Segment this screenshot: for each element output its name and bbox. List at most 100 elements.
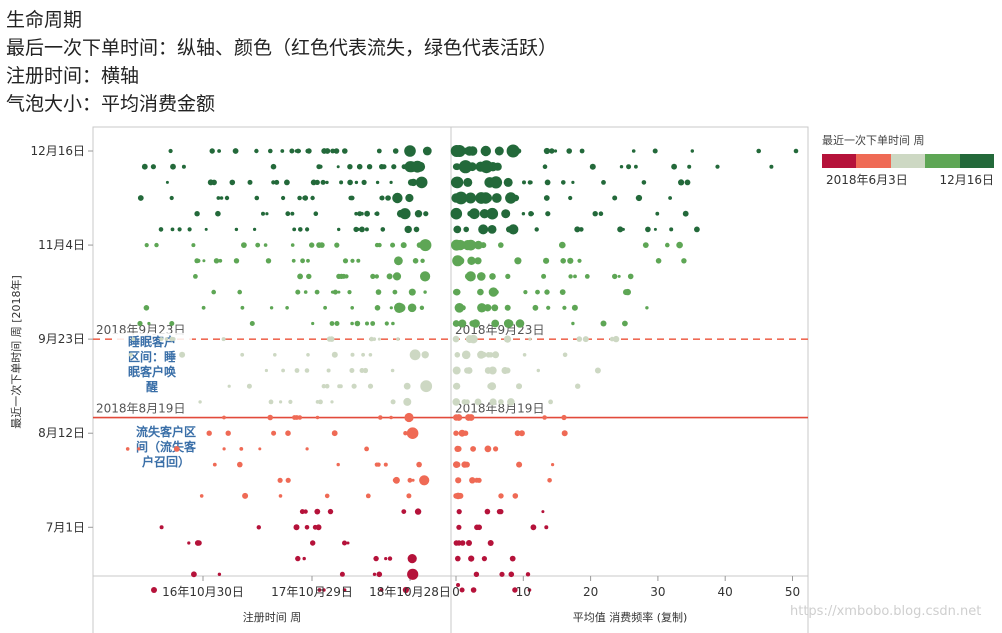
data-point bbox=[454, 147, 462, 155]
data-point bbox=[392, 272, 402, 281]
data-point bbox=[332, 289, 338, 295]
data-point bbox=[458, 430, 464, 436]
data-point bbox=[457, 492, 464, 499]
data-point bbox=[655, 211, 660, 216]
data-point bbox=[452, 255, 464, 267]
data-point bbox=[468, 555, 475, 562]
legend-min-label: 2018年6月3日 bbox=[826, 173, 908, 187]
data-point bbox=[326, 336, 333, 342]
data-point bbox=[270, 163, 277, 170]
data-point bbox=[493, 162, 502, 171]
data-point bbox=[364, 227, 369, 232]
data-point bbox=[240, 305, 245, 310]
y-tick-label: 7月1日 bbox=[46, 520, 85, 534]
data-point bbox=[313, 211, 319, 216]
legend-swatch bbox=[959, 154, 995, 168]
data-point bbox=[509, 555, 516, 562]
data-point bbox=[516, 461, 523, 468]
data-point bbox=[416, 242, 423, 248]
data-point bbox=[314, 179, 320, 185]
data-point bbox=[351, 383, 357, 389]
data-point bbox=[191, 243, 196, 248]
data-point bbox=[531, 212, 534, 216]
data-point bbox=[484, 508, 491, 515]
data-point bbox=[451, 177, 461, 187]
reference-line-label: 2018年9月23日 bbox=[455, 323, 544, 337]
data-point bbox=[331, 290, 335, 294]
data-point bbox=[342, 148, 348, 154]
data-point bbox=[512, 587, 518, 593]
data-point bbox=[294, 368, 300, 373]
data-point bbox=[330, 400, 334, 404]
x-tick-label: 20 bbox=[583, 585, 598, 599]
data-point bbox=[465, 271, 476, 282]
data-point bbox=[315, 415, 320, 420]
data-point bbox=[454, 352, 461, 358]
data-point bbox=[452, 398, 461, 406]
data-point bbox=[172, 337, 176, 341]
data-point bbox=[514, 257, 522, 265]
data-point bbox=[312, 524, 318, 530]
data-point bbox=[420, 380, 433, 393]
data-point bbox=[294, 415, 300, 420]
data-point bbox=[297, 149, 302, 153]
data-point bbox=[512, 194, 520, 202]
x-tick-label: 10 bbox=[516, 585, 531, 599]
data-point bbox=[361, 352, 365, 357]
data-point bbox=[453, 193, 462, 203]
data-point bbox=[384, 557, 388, 561]
data-point bbox=[227, 384, 231, 388]
data-point bbox=[542, 164, 548, 169]
data-point bbox=[571, 180, 575, 184]
data-point bbox=[756, 148, 761, 154]
data-point bbox=[392, 289, 398, 295]
data-point bbox=[541, 510, 545, 514]
data-point bbox=[350, 258, 355, 263]
data-point bbox=[379, 164, 385, 170]
data-point bbox=[314, 508, 321, 515]
data-point bbox=[237, 289, 242, 295]
data-point bbox=[454, 191, 468, 205]
data-point bbox=[471, 319, 480, 328]
data-point bbox=[225, 430, 231, 436]
data-point bbox=[241, 242, 247, 249]
data-point bbox=[173, 446, 180, 452]
data-point bbox=[579, 148, 585, 154]
data-point bbox=[374, 274, 379, 279]
data-point bbox=[454, 303, 465, 313]
data-point bbox=[299, 509, 305, 515]
data-point bbox=[549, 148, 555, 154]
data-point bbox=[459, 587, 465, 593]
data-point bbox=[452, 366, 461, 375]
data-point bbox=[268, 148, 273, 154]
data-point bbox=[600, 320, 607, 327]
data-point bbox=[470, 273, 476, 279]
data-point bbox=[634, 164, 638, 169]
data-point bbox=[285, 306, 289, 310]
data-point bbox=[453, 540, 460, 546]
data-point bbox=[378, 415, 383, 420]
data-point bbox=[480, 242, 487, 249]
data-point bbox=[528, 337, 532, 341]
data-point bbox=[413, 226, 420, 233]
data-point bbox=[279, 400, 283, 404]
data-point bbox=[488, 366, 497, 375]
data-point bbox=[467, 162, 477, 172]
data-point bbox=[268, 399, 274, 405]
data-point bbox=[612, 335, 620, 343]
data-point bbox=[330, 290, 334, 294]
data-point bbox=[291, 258, 296, 263]
data-point bbox=[315, 524, 322, 531]
data-point bbox=[154, 242, 159, 248]
data-point bbox=[544, 525, 549, 530]
data-point bbox=[622, 320, 628, 327]
color-legend[interactable]: 最近一次下单时间 周 2018年6月3日 12月16日 bbox=[822, 132, 998, 187]
data-point bbox=[690, 149, 694, 153]
data-point bbox=[267, 414, 274, 421]
data-point bbox=[370, 321, 376, 326]
note-y-color: 最后一次下单时间：纵轴、颜色（红色代表流失，绿色代表活跃） bbox=[6, 37, 558, 59]
data-point bbox=[374, 211, 380, 216]
data-point bbox=[379, 195, 385, 201]
data-point bbox=[321, 148, 328, 154]
data-point bbox=[249, 321, 255, 326]
